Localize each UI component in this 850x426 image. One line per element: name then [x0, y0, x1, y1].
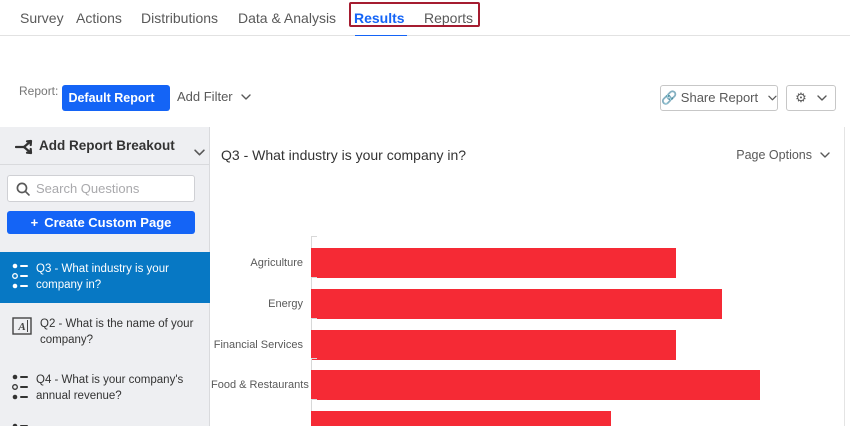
- svg-text:A: A: [17, 321, 25, 333]
